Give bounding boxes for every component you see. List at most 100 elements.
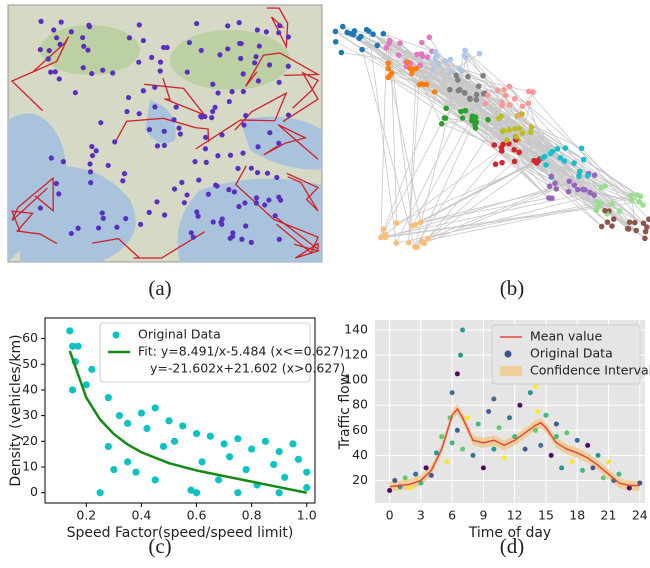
point bbox=[439, 434, 444, 439]
node bbox=[409, 70, 415, 76]
sensor bbox=[182, 200, 187, 205]
sensor bbox=[191, 235, 196, 240]
point bbox=[198, 458, 205, 465]
legend-label: Original Data bbox=[138, 327, 221, 342]
sensor bbox=[240, 151, 245, 156]
node bbox=[421, 241, 427, 247]
point bbox=[105, 394, 112, 401]
y-tick-label: 140 bbox=[344, 322, 368, 337]
sensor bbox=[49, 155, 54, 160]
sensor bbox=[87, 161, 92, 166]
panel-label: (b) bbox=[500, 276, 525, 300]
sensor bbox=[226, 187, 231, 192]
point bbox=[171, 438, 178, 445]
point bbox=[533, 428, 538, 433]
y-axis-label: Traffic flow bbox=[337, 374, 353, 450]
sensor bbox=[38, 47, 43, 52]
node bbox=[567, 178, 573, 184]
node bbox=[359, 47, 365, 53]
sensor bbox=[219, 222, 224, 227]
point bbox=[66, 327, 73, 334]
sensor bbox=[267, 130, 272, 135]
node bbox=[474, 92, 480, 98]
sensor bbox=[86, 23, 91, 28]
sensor bbox=[277, 237, 282, 242]
sensor bbox=[112, 139, 117, 144]
sensor bbox=[192, 159, 197, 164]
sensor bbox=[194, 21, 199, 26]
node bbox=[599, 224, 605, 230]
node bbox=[553, 186, 559, 192]
sensor bbox=[266, 197, 271, 202]
node bbox=[520, 103, 526, 109]
sensor bbox=[257, 43, 262, 48]
sensor bbox=[235, 166, 240, 171]
sensor bbox=[220, 216, 225, 221]
x-tick-label: 0.6 bbox=[187, 508, 207, 523]
sensor bbox=[254, 200, 259, 205]
sensor bbox=[179, 180, 184, 185]
sensor bbox=[89, 71, 94, 76]
node bbox=[465, 74, 471, 80]
point bbox=[276, 448, 283, 455]
legend-label: y=-21.602x+21.602 (x>0.627) bbox=[150, 361, 345, 376]
node bbox=[333, 39, 339, 45]
sensor bbox=[227, 99, 232, 104]
x-tick-label: 3 bbox=[417, 508, 425, 523]
node bbox=[448, 69, 454, 75]
node bbox=[462, 90, 468, 96]
node bbox=[511, 147, 517, 153]
edge bbox=[409, 65, 421, 243]
x-tick-label: 0.8 bbox=[242, 508, 262, 523]
water bbox=[178, 179, 323, 262]
node bbox=[491, 142, 497, 148]
sensor bbox=[184, 192, 189, 197]
sensor bbox=[252, 60, 257, 65]
node bbox=[627, 219, 633, 225]
node bbox=[501, 87, 507, 93]
sensor bbox=[236, 204, 241, 209]
node bbox=[530, 89, 536, 95]
sensor bbox=[194, 209, 199, 214]
chart: 2040608010012014003691215182124Time of d… bbox=[337, 320, 650, 541]
node bbox=[498, 113, 504, 119]
node bbox=[592, 172, 598, 178]
node bbox=[378, 235, 384, 241]
point bbox=[124, 458, 131, 465]
node bbox=[394, 220, 400, 226]
point bbox=[152, 476, 159, 483]
point bbox=[460, 328, 465, 333]
sensor bbox=[59, 20, 64, 25]
sensor bbox=[239, 41, 244, 46]
node bbox=[629, 198, 635, 204]
point bbox=[243, 466, 250, 473]
node bbox=[575, 187, 581, 193]
sensor bbox=[217, 52, 222, 57]
sensor bbox=[38, 19, 43, 24]
point bbox=[270, 461, 277, 468]
sensor bbox=[154, 199, 159, 204]
node bbox=[529, 124, 535, 130]
node bbox=[485, 92, 491, 98]
sensor bbox=[54, 35, 59, 40]
sensor bbox=[152, 104, 157, 109]
node bbox=[462, 48, 468, 54]
legend-label: Fit: y=8.491/x-5.484 (x<=0.627) bbox=[138, 344, 344, 359]
sensor bbox=[88, 180, 93, 185]
point bbox=[458, 353, 463, 358]
node bbox=[447, 87, 453, 93]
node bbox=[397, 40, 403, 46]
node bbox=[625, 226, 631, 232]
point bbox=[295, 456, 302, 463]
node bbox=[340, 24, 346, 30]
node bbox=[476, 83, 482, 89]
node bbox=[386, 60, 392, 66]
sensor bbox=[141, 88, 146, 93]
sensor bbox=[149, 55, 154, 60]
point bbox=[234, 435, 241, 442]
node bbox=[526, 101, 532, 107]
sensor bbox=[57, 42, 62, 47]
point bbox=[69, 386, 76, 393]
sensor bbox=[241, 89, 246, 94]
node bbox=[433, 59, 439, 65]
